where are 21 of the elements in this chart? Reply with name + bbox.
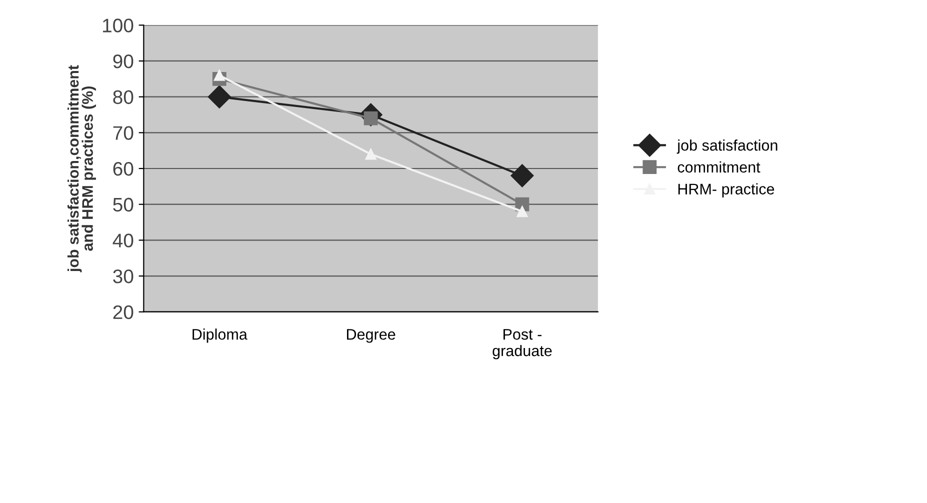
y-tick-label: 30 (113, 269, 134, 284)
y-tick-label: 40 (112, 234, 134, 248)
point (208, 85, 231, 108)
y-axis-title: job satisfaction,commitment and HRM practices (%) (67, 65, 96, 272)
point (365, 148, 376, 160)
point (214, 70, 225, 81)
y-tick-label: 20 (113, 305, 134, 320)
y-tick-label: 50 (113, 198, 134, 212)
legend-label: job satisfaction (676, 140, 778, 154)
legend-label: commitment (678, 161, 760, 173)
y-tick-label: 80 (113, 90, 134, 104)
x-tick-label: Post - graduate (492, 329, 552, 360)
legend-label: HRM- practice (678, 183, 774, 198)
y-tick-label: 60 (113, 162, 134, 176)
y-tick-label: 100 (103, 18, 134, 32)
y-tick-label: 90 (113, 54, 134, 68)
point (510, 164, 534, 188)
y-tick-label: 70 (113, 126, 134, 140)
point (516, 206, 528, 218)
x-tick-label: Degree (347, 329, 396, 343)
x-tick-label: Diploma (192, 328, 248, 343)
